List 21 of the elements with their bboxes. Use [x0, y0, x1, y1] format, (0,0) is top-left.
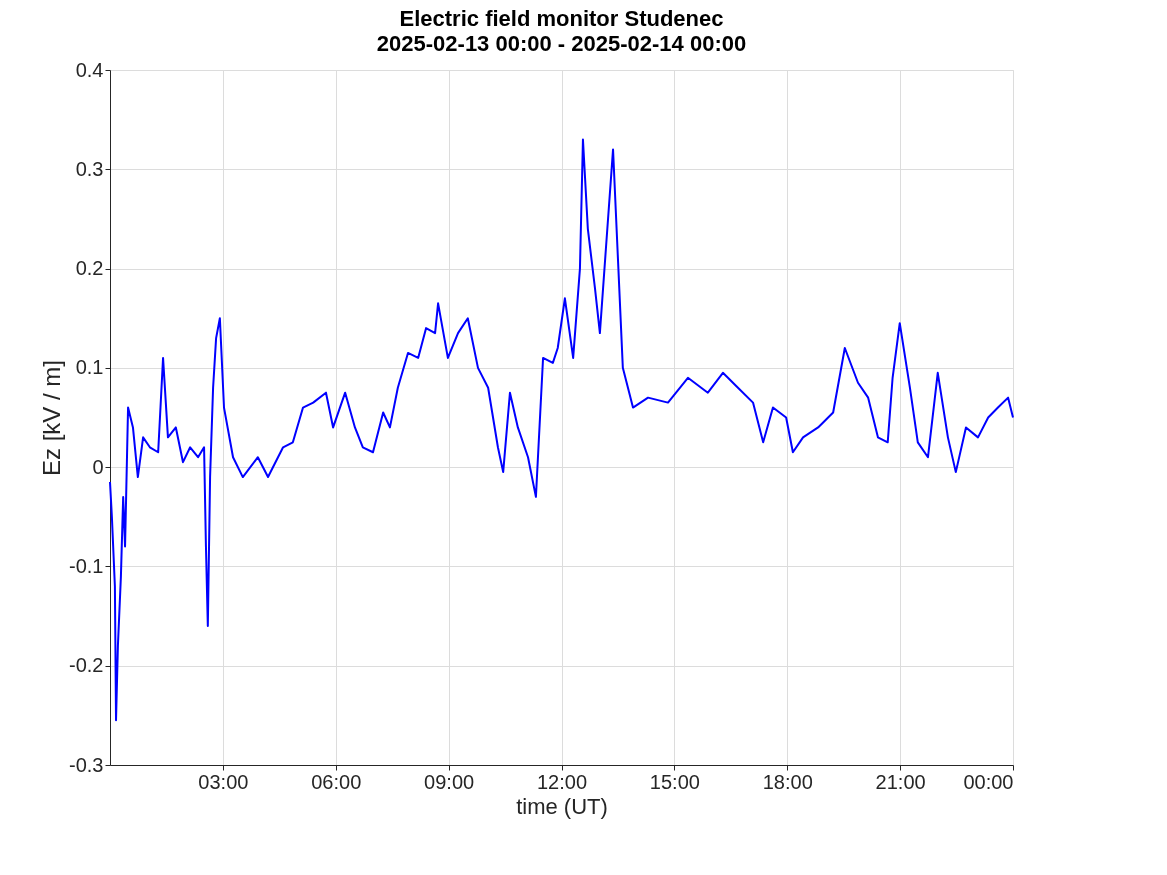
- y-axis-title: Ez [kV / m]: [38, 359, 66, 477]
- x-tick-label: 21:00: [875, 770, 926, 793]
- y-tick-label: -0.3: [69, 753, 104, 776]
- x-tick-label: 15:00: [649, 770, 700, 793]
- y-tick-label: -0.1: [69, 554, 104, 577]
- y-tick-label: 0.4: [75, 58, 104, 81]
- x-tick-label: 09:00: [424, 770, 475, 793]
- x-tick-label: 03:00: [198, 770, 249, 793]
- x-axis-title: time (UT): [516, 793, 608, 819]
- y-tick-label: 0.3: [75, 157, 104, 180]
- x-tick-label: 06:00: [311, 770, 362, 793]
- chart-title: Electric field monitor Studenec: [399, 6, 724, 31]
- y-tick-label: 0.1: [75, 356, 104, 379]
- y-tick-label: 0.2: [75, 257, 104, 280]
- y-tick-label: 0: [92, 455, 104, 478]
- x-tick-label: 00:00: [963, 770, 1014, 793]
- x-tick-label: 12:00: [536, 770, 588, 793]
- chart-subtitle: 2025-02-13 00:00 - 2025-02-14 00:00: [376, 31, 747, 56]
- line-series: [109, 138, 1014, 722]
- x-tick-label: 18:00: [762, 770, 813, 793]
- y-tick-label: -0.2: [69, 654, 104, 677]
